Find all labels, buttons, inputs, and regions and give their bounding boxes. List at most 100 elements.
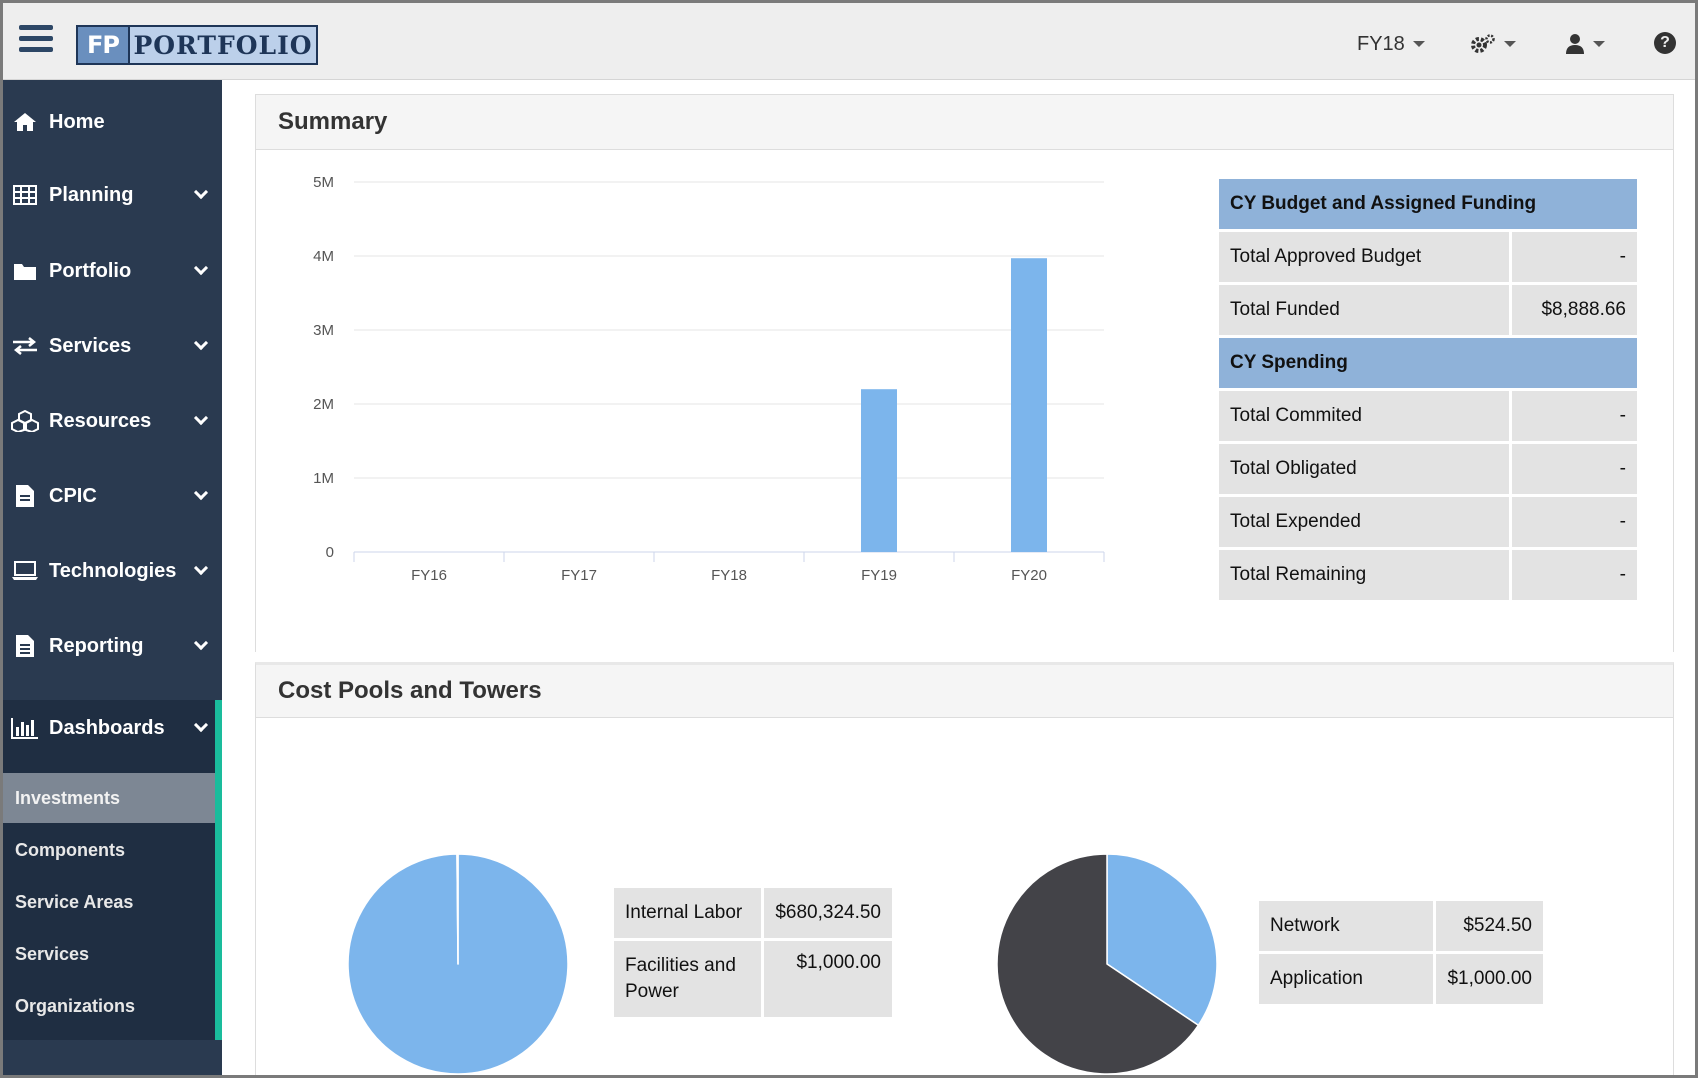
app-window: FP PORTFOLIO FY18 ? <box>3 3 1695 1075</box>
file-icon <box>10 484 40 508</box>
table-cell-value: - <box>1512 444 1637 494</box>
sidebar-item-label: Home <box>49 110 105 133</box>
sidebar-item-portfolio[interactable]: Portfolio <box>3 243 222 299</box>
bar-fy20[interactable] <box>1011 258 1047 552</box>
dashboards-section: Dashboards Investments Components Servic… <box>3 700 222 1040</box>
spending-table-header: CY Spending <box>1219 338 1637 388</box>
sidebar-item-services[interactable]: Services <box>3 318 222 374</box>
cost-pools-table: Internal Labor $680,324.50 Facilities an… <box>611 885 895 1020</box>
table-row: Total Funded $8,888.66 <box>1219 285 1637 335</box>
top-navbar: FP PORTFOLIO FY18 ? <box>3 3 1695 80</box>
table-row: Total Commited - <box>1219 391 1637 441</box>
sidebar-item-resources[interactable]: Resources <box>3 393 222 449</box>
sidebar-item-label: Services <box>49 334 132 357</box>
fiscal-year-dropdown[interactable]: FY18 <box>1357 27 1425 61</box>
towers-pie-chart <box>996 853 1218 1075</box>
exchange-icon <box>10 334 40 358</box>
table-cell-value: $680,324.50 <box>764 888 892 938</box>
chevron-down-icon <box>193 485 209 501</box>
gear-icon <box>1471 34 1495 53</box>
x-tick-label: FY18 <box>711 567 747 584</box>
home-icon <box>10 110 40 134</box>
table-cell-value: - <box>1512 550 1637 600</box>
sidebar-item-label: Planning <box>49 183 134 206</box>
chevron-down-icon <box>193 635 209 651</box>
sidebar-subitem-investments[interactable]: Investments <box>3 773 215 823</box>
table-row: Network $524.50 <box>1259 901 1543 951</box>
sidebar-item-technologies[interactable]: Technologies <box>3 543 222 599</box>
laptop-icon <box>10 559 40 583</box>
hamburger-menu-icon[interactable] <box>19 25 53 55</box>
sidebar: Home Planning Portfolio Services <box>3 80 222 1075</box>
summary-panel-title: Summary <box>255 94 1674 150</box>
chevron-down-icon <box>193 410 209 426</box>
x-tick-label: FY20 <box>1011 567 1047 584</box>
cubes-icon <box>10 409 40 433</box>
budget-bar-chart: 0 1M 2M 3M 4M 5M FY16 FY17 FY18 FY19 FY20 <box>313 174 1105 584</box>
table-row: Internal Labor $680,324.50 <box>614 888 892 938</box>
table-row: Total Obligated - <box>1219 444 1637 494</box>
file-text-icon <box>10 634 40 658</box>
bar-fy19[interactable] <box>861 389 897 552</box>
caret-down-icon <box>1412 41 1425 47</box>
sidebar-item-home[interactable]: Home <box>3 94 222 150</box>
budget-table-header: CY Budget and Assigned Funding <box>1219 179 1637 229</box>
main-content: Summary 0 1M 2M 3M 4M 5M FY16 FY17 FY18 FY19 FY20 … <box>222 80 1695 1075</box>
x-tick-label: FY17 <box>561 567 597 584</box>
settings-dropdown[interactable] <box>1470 27 1516 61</box>
sidebar-item-label: Technologies <box>49 559 177 582</box>
table-row: Total Approved Budget - <box>1219 232 1637 282</box>
sidebar-item-planning[interactable]: Planning <box>3 167 222 223</box>
caret-down-icon <box>1593 41 1605 47</box>
table-row: Total Remaining - <box>1219 550 1637 600</box>
cost-pools-panel-title: Cost Pools and Towers <box>255 662 1674 718</box>
budget-table: CY Budget and Assigned Funding Total App… <box>1216 176 1640 603</box>
sidebar-item-label: Portfolio <box>49 259 132 282</box>
user-icon <box>1566 34 1584 54</box>
sidebar-item-cpic[interactable]: CPIC <box>3 468 222 524</box>
sidebar-item-label: Dashboards <box>49 716 165 739</box>
pie-slice-facilities-and-power[interactable] <box>456 853 459 965</box>
x-tick-label: FY16 <box>411 567 447 584</box>
sidebar-item-dashboards[interactable]: Dashboards <box>3 700 215 756</box>
user-dropdown[interactable] <box>1565 27 1605 61</box>
chevron-down-icon <box>193 335 209 351</box>
question-circle-icon[interactable]: ? <box>1654 32 1676 54</box>
sidebar-item-label: CPIC <box>49 484 97 507</box>
table-cell-label: Facilities and Power <box>614 941 762 1017</box>
chevron-down-icon <box>193 260 209 276</box>
logo-abbrev: FP <box>78 27 128 63</box>
sidebar-item-reporting[interactable]: Reporting <box>3 618 222 674</box>
pie-slice-application[interactable] <box>996 853 1200 1075</box>
app-logo[interactable]: FP PORTFOLIO <box>76 25 318 65</box>
table-cell-label: Internal Labor <box>614 888 762 938</box>
table-cell-label: Network <box>1259 901 1434 951</box>
table-icon <box>10 183 40 207</box>
table-cell-label: Total Approved Budget <box>1219 232 1509 282</box>
caret-down-icon <box>1504 41 1516 47</box>
cost-pools-panel-body: Internal Labor $680,324.50 Facilities an… <box>255 718 1674 1075</box>
towers-table: Network $524.50 Application $1,000.00 <box>1256 898 1546 1007</box>
y-tick-label: 1M <box>313 470 334 487</box>
sidebar-subitem-services[interactable]: Services <box>15 943 90 964</box>
table-cell-value: $1,000.00 <box>764 941 892 1017</box>
table-cell-label: Total Remaining <box>1219 550 1509 600</box>
cost-pools-pie-chart <box>347 853 569 1075</box>
y-tick-label: 4M <box>313 248 334 265</box>
table-cell-value: - <box>1512 497 1637 547</box>
fiscal-year-label: FY18 <box>1357 32 1405 55</box>
table-cell-value: - <box>1512 391 1637 441</box>
summary-panel-body: 0 1M 2M 3M 4M 5M FY16 FY17 FY18 FY19 FY20 CY Budge… <box>255 150 1674 652</box>
pie-slice-network[interactable] <box>1106 853 1218 1027</box>
table-cell-label: Total Commited <box>1219 391 1509 441</box>
sidebar-subitem-organizations[interactable]: Organizations <box>15 995 136 1016</box>
chevron-down-icon <box>193 560 209 576</box>
table-row: Application $1,000.00 <box>1259 954 1543 1004</box>
y-tick-label: 3M <box>313 322 334 339</box>
logo-word: PORTFOLIO <box>128 27 316 63</box>
sidebar-subitem-components[interactable]: Components <box>15 839 125 860</box>
x-tick-label: FY19 <box>861 567 897 584</box>
table-cell-value: $524.50 <box>1436 901 1543 951</box>
table-cell-label: Total Expended <box>1219 497 1509 547</box>
sidebar-subitem-service-areas[interactable]: Service Areas <box>15 891 134 912</box>
